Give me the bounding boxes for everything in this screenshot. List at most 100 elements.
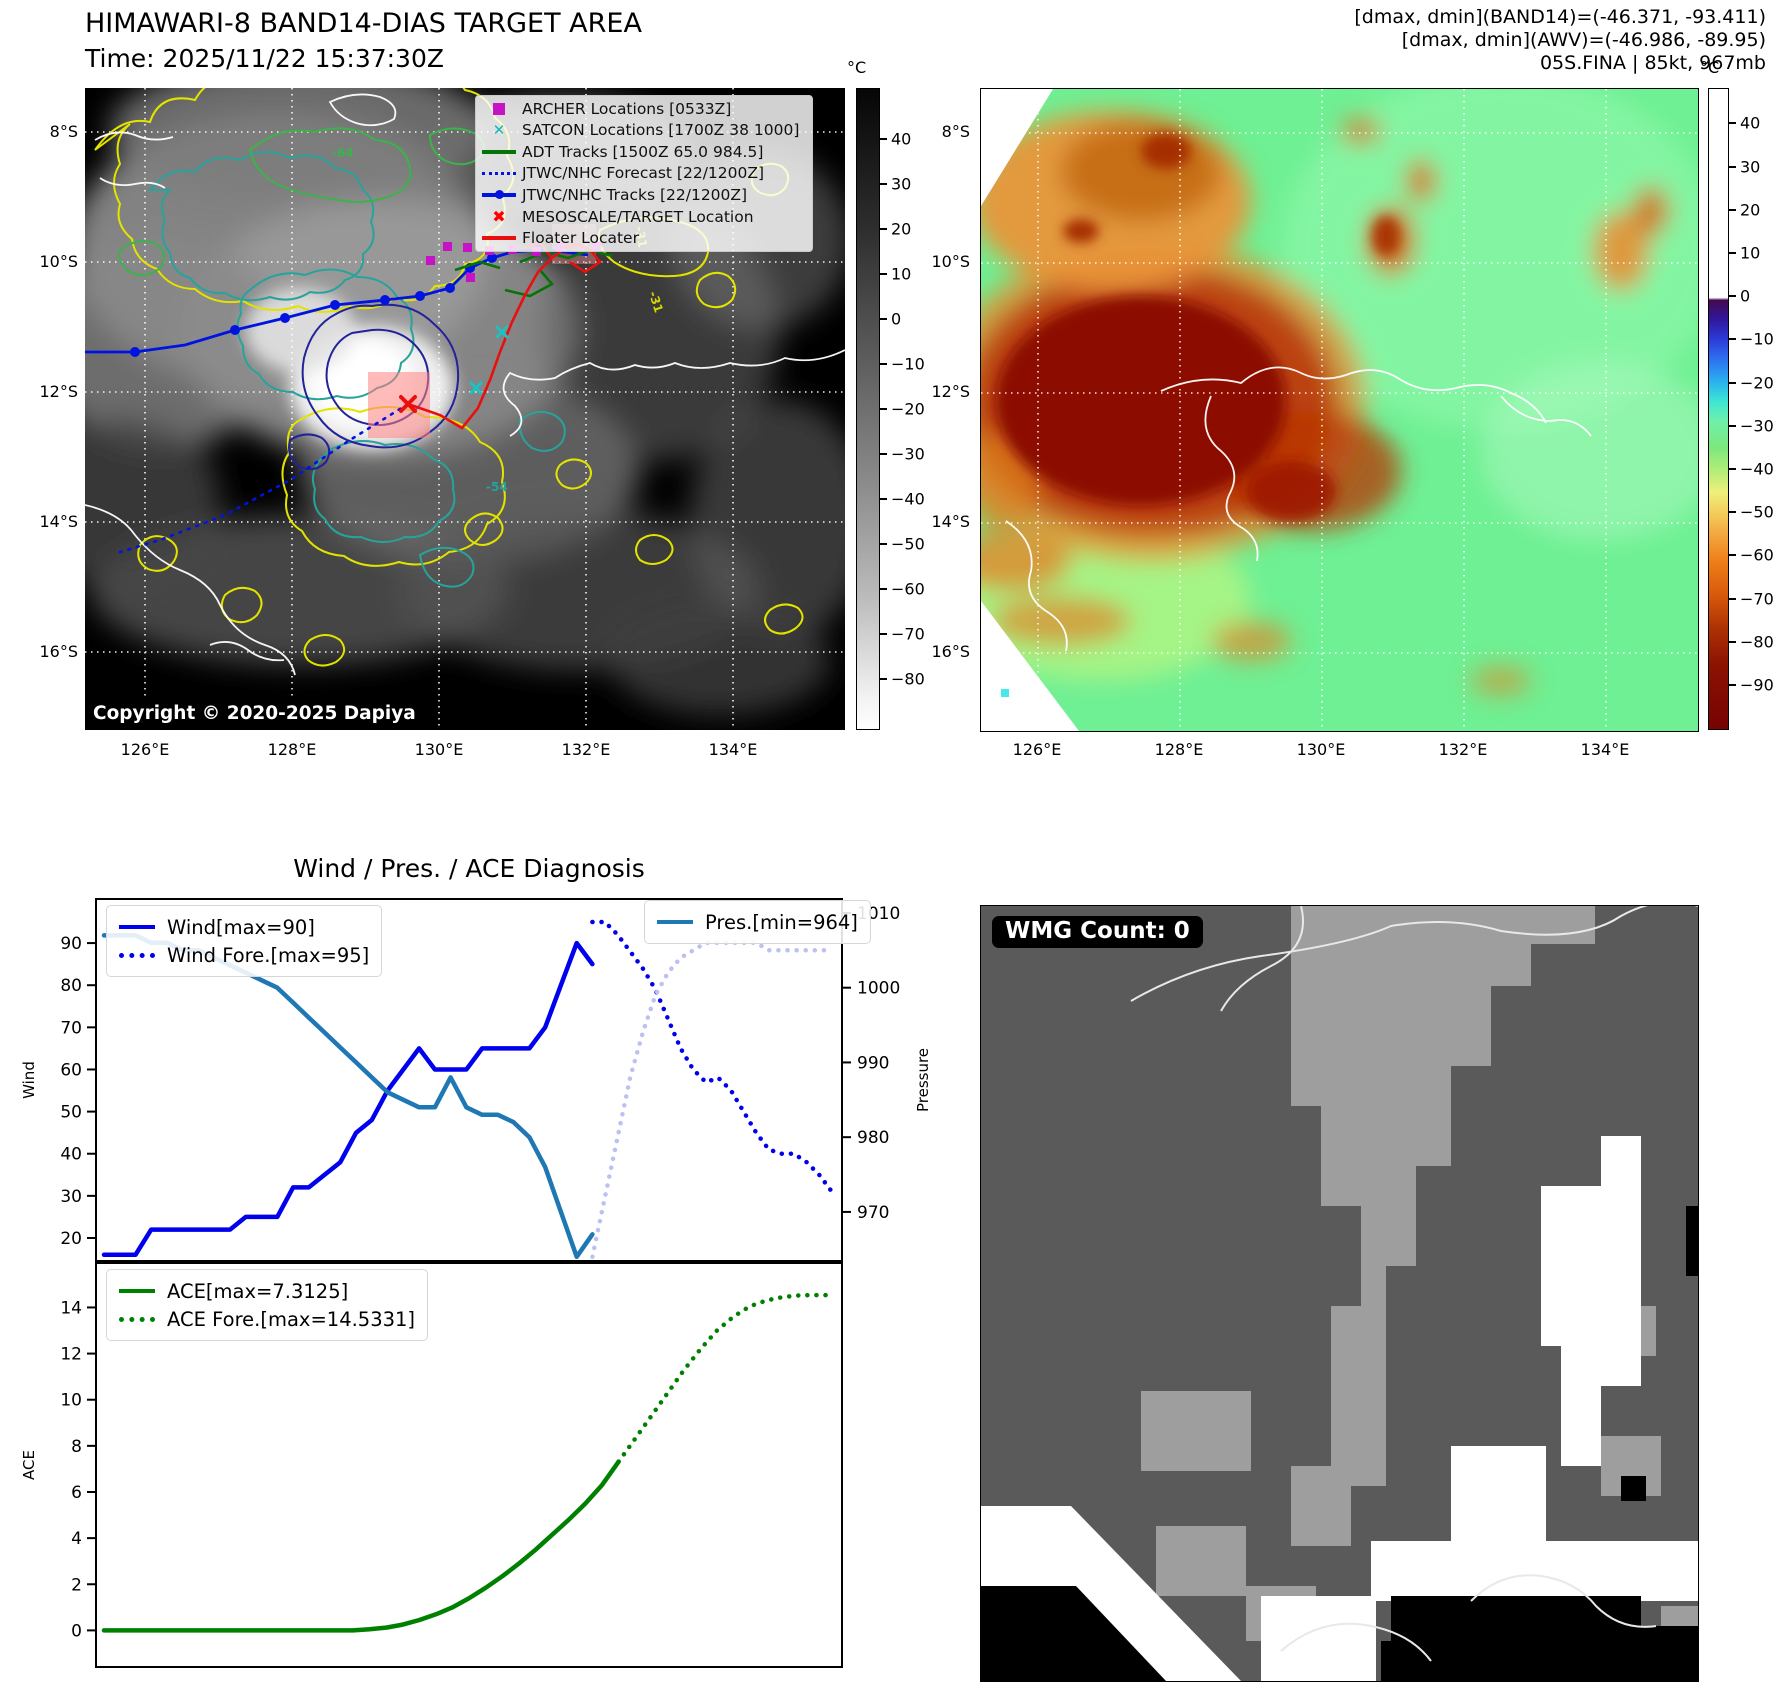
series-pres-min-964-	[101, 933, 595, 1260]
band14-gridlines	[85, 88, 845, 730]
target-x-icon: ✖	[492, 206, 506, 226]
colorbar-tick-label: −80	[891, 669, 925, 689]
lat-tick-label: 16°S	[931, 642, 970, 661]
wind-forecast-legend-item: Wind Fore.[max=95]	[119, 941, 369, 969]
lon-tick-label: 130°E	[414, 740, 464, 759]
lon-tick-label: 134°E	[708, 740, 758, 759]
lon-tick-label: 134°E	[1580, 740, 1630, 759]
colorbar-tick-mark	[1729, 338, 1736, 341]
y-tick-label: 60	[60, 1060, 82, 1080]
lon-tick-label: 126°E	[1012, 740, 1062, 759]
colorbar-tick-label: 0	[891, 309, 902, 329]
y-tick-label: 0	[71, 1621, 82, 1641]
lat-tick-label: 10°S	[39, 252, 78, 271]
colorbar-tick-mark	[880, 273, 887, 276]
chart-frame	[95, 1262, 843, 1668]
dmax-dmin-band14: [dmax, dmin](BAND14)=(-46.371, -93.411)	[1354, 6, 1766, 28]
colorbar-tick-mark	[880, 363, 887, 366]
legend-label: Floater Locater	[522, 229, 639, 248]
colorbar-tick-label: −40	[891, 489, 925, 509]
colorbar-tick-label: 20	[891, 219, 912, 239]
wind-legend: Wind[max=90] Wind Fore.[max=95]	[106, 905, 383, 977]
legend-item-jtwc-tracks: JTWC/NHC Tracks [22/1200Z]	[476, 185, 812, 205]
y-tick-label: 990	[857, 1053, 889, 1073]
archer-square-icon	[493, 102, 505, 115]
colorbar-tick-mark	[880, 632, 887, 635]
pressure-legend: Pres.[min=964]	[644, 900, 871, 944]
band14-map-legend: ARCHER Locations [0533Z] ✕ SATCON Locati…	[475, 95, 813, 252]
colorbar-tick-label: −80	[1740, 632, 1774, 652]
colorbar-tick-mark	[1729, 251, 1736, 254]
colorbar-tick-mark	[880, 677, 887, 680]
colorbar-tick-label: 10	[891, 264, 912, 284]
legend-label: JTWC/NHC Tracks [22/1200Z]	[522, 186, 748, 205]
ace-line-icon	[119, 1288, 155, 1294]
wmg-coastline	[1130, 906, 1698, 1662]
dmax-dmin-awv: [dmax, dmin](AWV)=(-46.986, -89.95)	[1401, 29, 1766, 51]
awv-ir-map	[980, 88, 1699, 732]
colorbar-tick-mark	[1729, 165, 1736, 168]
y-tick-label: 6	[71, 1483, 82, 1503]
jtwc-forecast-track	[118, 402, 410, 554]
colorbar-tick-mark	[880, 452, 887, 455]
legend-label: ADT Tracks [1500Z 65.0 984.5]	[522, 142, 764, 161]
lat-tick-label: 8°S	[49, 122, 78, 141]
grayscale-colorbar	[856, 88, 880, 730]
ace-forecast-legend-item: ACE Fore.[max=14.5331]	[119, 1305, 415, 1333]
ir-gridlines	[981, 89, 1698, 731]
lat-tick-label: 14°S	[39, 512, 78, 531]
colorbar-tick-label: 10	[1740, 243, 1761, 263]
legend-item-satcon: ✕ SATCON Locations [1700Z 38 1000]	[476, 120, 812, 140]
legend-label: MESOSCALE/TARGET Location	[522, 207, 754, 226]
colorbar-tick-label: −50	[891, 534, 925, 554]
colorbar-tick-mark	[880, 408, 887, 410]
colorbar-unit: °C	[847, 58, 867, 77]
y-tick-label: 90	[60, 934, 82, 954]
series-pres-fore-	[590, 940, 835, 1260]
lat-tick-label: 12°S	[931, 382, 970, 401]
ace-legend: ACE[max=7.3125] ACE Fore.[max=14.5331]	[106, 1269, 429, 1341]
band14-coastline	[85, 93, 845, 676]
scan-edge-corner	[981, 601, 1079, 731]
y-axis-label-right: Pressure	[914, 1048, 932, 1112]
colorbar-tick-mark	[880, 542, 887, 545]
mesoscale-target-marker	[399, 395, 417, 413]
colorbar-tick-mark	[1729, 208, 1736, 211]
contour-label: -64	[332, 146, 354, 160]
pressure-legend-item: Pres.[min=964]	[657, 908, 858, 936]
band14-colorbar: 40 30 20 10 0 −10 −20 −30 −40 −50 −60 −70 −80	[856, 88, 936, 730]
satcon-markers	[469, 325, 509, 395]
colorbar-tick-mark	[880, 183, 887, 186]
lon-tick-label: 130°E	[1296, 740, 1346, 759]
diagnosis-chart-title: Wind / Pres. / ACE Diagnosis	[293, 854, 645, 883]
y-tick-label: 20	[60, 1229, 82, 1249]
colorbar-tick-mark	[1729, 122, 1736, 125]
legend-label: ARCHER Locations [0533Z]	[522, 99, 732, 118]
lat-tick-label: 14°S	[931, 512, 970, 531]
ace-legend-label: ACE[max=7.3125]	[167, 1279, 349, 1303]
colorbar-tick-mark	[880, 497, 887, 500]
wind-line-icon	[119, 924, 155, 930]
lat-tick-label: 10°S	[931, 252, 970, 271]
awv-colorbar: 40 30 20 10 0 −10 −20 −30 −40 −50 −60 −70 −80 −90	[1708, 88, 1788, 730]
legend-label: SATCON Locations [1700Z 38 1000]	[522, 121, 800, 140]
colorbar-tick-label: 20	[1740, 200, 1761, 220]
series-wind-fore-max-95-	[590, 919, 835, 1194]
y-tick-label: 980	[857, 1128, 889, 1148]
colorbar-tick-label: 30	[891, 174, 912, 194]
ace-forecast-dotted-icon	[119, 1316, 155, 1322]
lat-tick-label: 16°S	[39, 642, 78, 661]
lon-tick-label: 132°E	[1438, 740, 1488, 759]
pressure-line-icon	[657, 919, 693, 925]
band14-target-area-box	[368, 372, 430, 438]
band14-panel-title: HIMAWARI-8 BAND14-DIAS TARGET AREA	[85, 8, 642, 39]
y-tick-label: 970	[857, 1203, 889, 1223]
colorbar-tick-mark	[1729, 640, 1736, 643]
band14-panel-time: Time: 2025/11/22 15:37:30Z	[85, 44, 444, 73]
y-axis-label: Wind	[20, 1061, 38, 1099]
wind-legend-label: Wind[max=90]	[167, 915, 315, 939]
colorbar-tick-label: 0	[1740, 286, 1751, 306]
colorbar-tick-label: −50	[1740, 502, 1774, 522]
scan-edge-corner	[981, 89, 1053, 206]
